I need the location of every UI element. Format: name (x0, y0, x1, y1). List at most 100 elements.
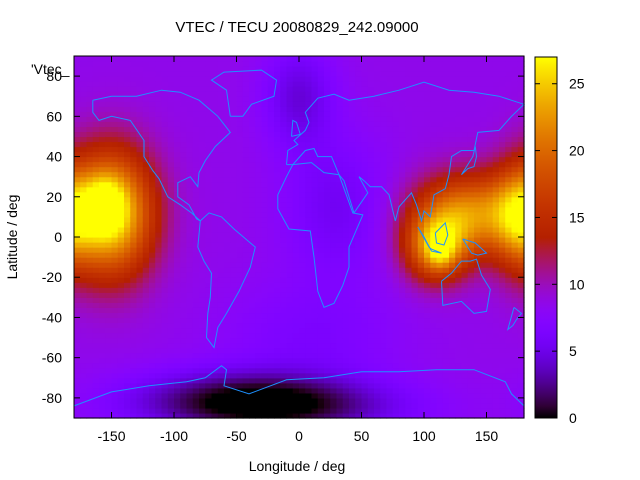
heatmap-cell (449, 206, 456, 213)
heatmap-cell (130, 237, 138, 243)
heatmap-cell (480, 226, 488, 233)
heatmap-cell (355, 267, 363, 273)
heatmap-cell (249, 146, 256, 153)
heatmap-cell (361, 367, 369, 374)
heatmap-cell (105, 372, 113, 379)
heatmap-cell (249, 277, 256, 283)
heatmap-cell (224, 267, 231, 273)
heatmap-cell (474, 337, 481, 344)
heatmap-cell (99, 176, 106, 183)
heatmap-cell (486, 252, 494, 258)
heatmap-cell (292, 66, 300, 72)
heatmap-cell (299, 111, 306, 117)
heatmap-cell (292, 171, 300, 178)
heatmap-cell (217, 191, 225, 198)
heatmap-cell (180, 101, 188, 107)
heatmap-cell (167, 287, 175, 293)
heatmap-cell (92, 312, 100, 319)
heatmap-cell (255, 171, 263, 178)
heatmap-cell (280, 387, 288, 394)
heatmap-cell (261, 71, 269, 77)
heatmap-cell (136, 151, 144, 158)
heatmap-cell (286, 357, 294, 364)
heatmap-cell (355, 141, 363, 148)
heatmap-cell (111, 71, 119, 77)
heatmap-cell (330, 166, 338, 173)
heatmap-cell (280, 347, 288, 354)
heatmap-cell (224, 367, 231, 374)
heatmap-cell (124, 56, 131, 62)
heatmap-cell (417, 297, 425, 303)
heatmap-cell (411, 56, 419, 62)
heatmap-cell (224, 402, 231, 409)
heatmap-cell (330, 257, 338, 263)
heatmap-cell (336, 312, 344, 319)
heatmap-cell (380, 76, 388, 82)
heatmap-cell (92, 282, 100, 288)
heatmap-cell (261, 257, 269, 263)
heatmap-cell (355, 297, 363, 303)
heatmap-cell (174, 267, 181, 273)
heatmap-cell (505, 342, 513, 349)
heatmap-cell (461, 367, 469, 374)
heatmap-cell (149, 372, 156, 379)
heatmap-cell (280, 257, 288, 263)
heatmap-cell (330, 302, 338, 308)
heatmap-cell (130, 66, 138, 72)
heatmap-cell (192, 76, 200, 82)
heatmap-cell (405, 317, 413, 324)
heatmap-cell (236, 262, 244, 268)
heatmap-cell (86, 106, 94, 112)
heatmap-cell (105, 277, 113, 283)
heatmap-cell (442, 226, 450, 233)
heatmap-cell (205, 136, 213, 143)
heatmap-cell (117, 357, 125, 364)
heatmap-cell (405, 146, 413, 153)
heatmap-cell (380, 347, 388, 354)
heatmap-cell (499, 257, 506, 263)
heatmap-cell (180, 181, 188, 188)
heatmap-cell (311, 412, 319, 419)
heatmap-cell (299, 312, 306, 319)
heatmap-cell (236, 312, 244, 319)
heatmap-cell (167, 136, 175, 143)
heatmap-cell (411, 287, 419, 293)
heatmap-cell (424, 397, 431, 404)
heatmap-cell (436, 176, 444, 183)
heatmap-cell (99, 307, 106, 314)
heatmap-cell (367, 357, 375, 364)
heatmap-cell (405, 181, 413, 188)
heatmap-cell (174, 392, 181, 399)
heatmap-cell (336, 242, 344, 248)
heatmap-cell (317, 252, 325, 258)
heatmap-cell (111, 362, 119, 369)
heatmap-cell (386, 357, 394, 364)
heatmap-cell (386, 297, 394, 303)
heatmap-cell (111, 141, 119, 148)
heatmap-cell (374, 382, 381, 389)
heatmap-cell (392, 377, 400, 384)
heatmap-cell (149, 106, 156, 112)
heatmap-cell (280, 201, 288, 208)
heatmap-cell (274, 322, 281, 329)
heatmap-cell (436, 161, 444, 168)
heatmap-cell (249, 412, 256, 419)
heatmap-cell (86, 186, 94, 193)
heatmap-cell (111, 277, 119, 283)
heatmap-cell (349, 252, 356, 258)
heatmap-cell (124, 201, 131, 208)
heatmap-cell (355, 66, 363, 72)
heatmap-cell (242, 196, 250, 203)
heatmap-cell (455, 377, 463, 384)
heatmap-cell (492, 146, 500, 153)
heatmap-cell (111, 66, 119, 72)
heatmap-cell (380, 176, 388, 183)
heatmap-cell (417, 146, 425, 153)
heatmap-cell (317, 402, 325, 409)
heatmap-cell (142, 287, 150, 293)
heatmap-cell (361, 191, 369, 198)
heatmap-cell (280, 332, 288, 339)
heatmap-cell (130, 332, 138, 339)
heatmap-cell (342, 211, 350, 218)
heatmap-cell (349, 402, 356, 409)
